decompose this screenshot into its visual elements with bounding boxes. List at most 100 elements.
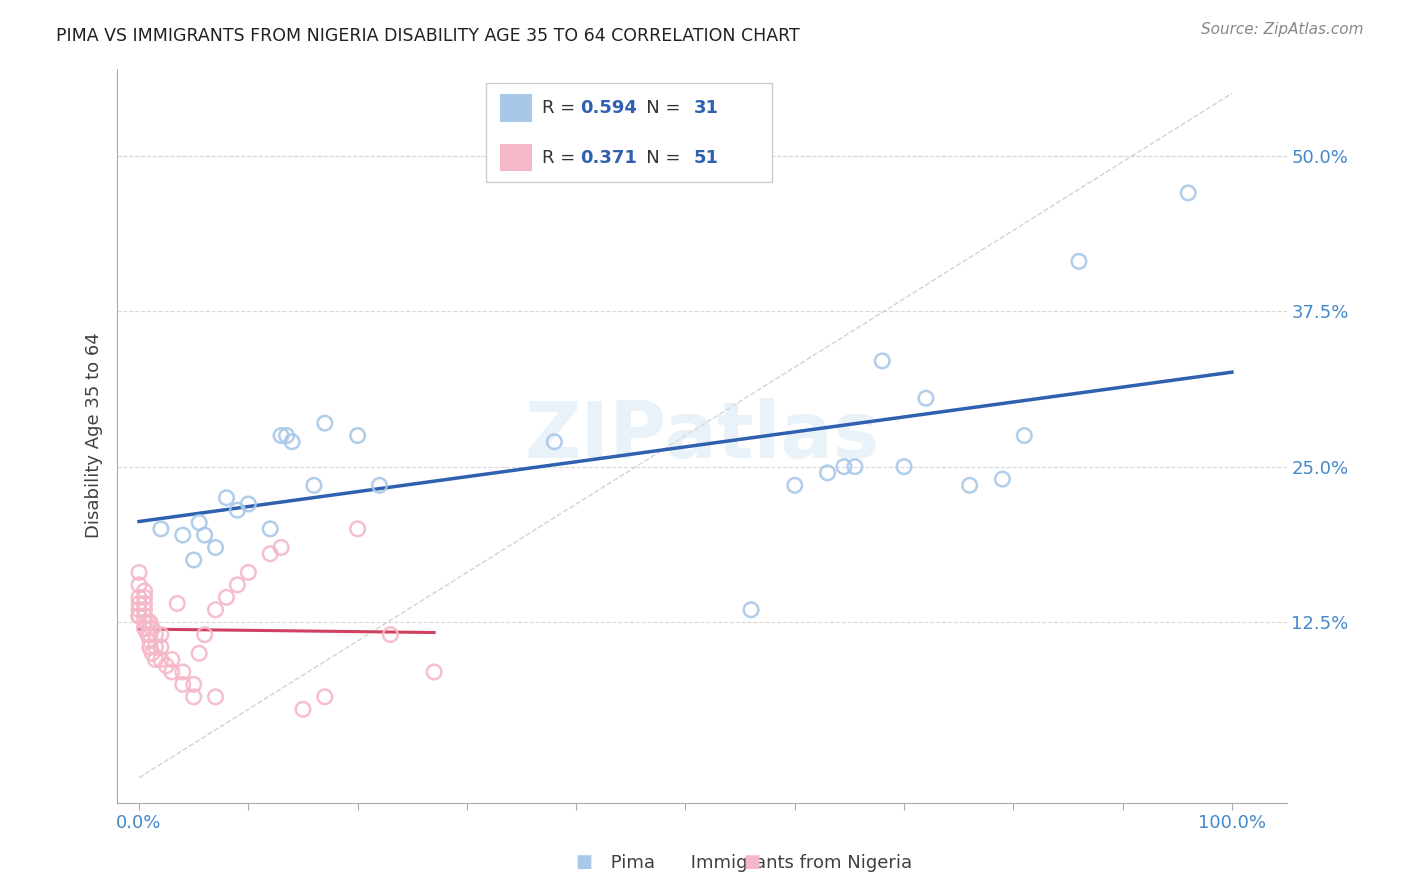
Point xyxy=(1067,254,1090,268)
Point xyxy=(134,603,156,617)
Point xyxy=(160,665,183,679)
Text: Pima: Pima xyxy=(582,855,655,872)
Text: 0.371: 0.371 xyxy=(581,149,637,167)
Point xyxy=(149,640,172,654)
Point xyxy=(128,603,150,617)
Point xyxy=(166,597,188,611)
Point xyxy=(134,584,156,599)
Text: R =: R = xyxy=(541,149,581,167)
Point xyxy=(172,528,194,542)
Point xyxy=(194,528,217,542)
Point xyxy=(1177,186,1199,200)
Point xyxy=(215,591,238,605)
Text: ■: ■ xyxy=(744,853,761,871)
Text: N =: N = xyxy=(630,99,686,117)
Point xyxy=(194,627,217,641)
Point xyxy=(291,702,314,716)
Point xyxy=(844,459,866,474)
Point xyxy=(270,541,292,555)
Point xyxy=(991,472,1014,486)
Point xyxy=(134,591,156,605)
Point xyxy=(238,497,260,511)
Text: ■: ■ xyxy=(575,853,592,871)
Text: PIMA VS IMMIGRANTS FROM NIGERIA DISABILITY AGE 35 TO 64 CORRELATION CHART: PIMA VS IMMIGRANTS FROM NIGERIA DISABILI… xyxy=(56,27,800,45)
Point xyxy=(238,566,260,580)
Point xyxy=(139,615,162,630)
Point xyxy=(183,690,205,704)
Point xyxy=(346,428,368,442)
Point xyxy=(134,609,156,624)
Point xyxy=(128,609,150,624)
Point xyxy=(128,591,150,605)
Point xyxy=(346,522,368,536)
Point xyxy=(893,459,915,474)
Point xyxy=(141,646,163,660)
Point xyxy=(423,665,446,679)
Point xyxy=(259,522,281,536)
Point xyxy=(380,627,402,641)
Point xyxy=(139,633,162,648)
Point xyxy=(1014,428,1036,442)
FancyBboxPatch shape xyxy=(499,144,533,171)
Point xyxy=(141,621,163,635)
Point xyxy=(160,652,183,666)
Point xyxy=(270,428,292,442)
Point xyxy=(188,516,211,530)
Point xyxy=(204,541,226,555)
Point xyxy=(136,627,159,641)
Point xyxy=(134,615,156,630)
Text: R =: R = xyxy=(541,99,581,117)
Point xyxy=(915,391,938,405)
FancyBboxPatch shape xyxy=(485,83,772,182)
Point xyxy=(183,677,205,691)
Text: Source: ZipAtlas.com: Source: ZipAtlas.com xyxy=(1201,22,1364,37)
Point xyxy=(314,416,336,430)
Point xyxy=(128,566,150,580)
Point xyxy=(368,478,391,492)
Point xyxy=(276,428,298,442)
Point xyxy=(139,640,162,654)
Point xyxy=(740,603,762,617)
Text: 31: 31 xyxy=(693,99,718,117)
Point xyxy=(145,627,167,641)
Point xyxy=(145,652,167,666)
Point xyxy=(136,615,159,630)
Point xyxy=(543,434,565,449)
Point xyxy=(134,621,156,635)
Text: ZIPatlas: ZIPatlas xyxy=(524,398,879,474)
Point xyxy=(817,466,839,480)
FancyBboxPatch shape xyxy=(499,95,533,121)
Point xyxy=(172,665,194,679)
Point xyxy=(259,547,281,561)
Point xyxy=(204,690,226,704)
Point xyxy=(226,503,249,517)
Point xyxy=(204,603,226,617)
Point xyxy=(215,491,238,505)
Point xyxy=(226,578,249,592)
Point xyxy=(783,478,806,492)
Point xyxy=(128,578,150,592)
Text: 51: 51 xyxy=(693,149,718,167)
Text: N =: N = xyxy=(630,149,686,167)
Point xyxy=(149,627,172,641)
Point xyxy=(149,522,172,536)
Point xyxy=(183,553,205,567)
Text: Immigrants from Nigeria: Immigrants from Nigeria xyxy=(662,855,912,872)
Y-axis label: Disability Age 35 to 64: Disability Age 35 to 64 xyxy=(86,333,103,539)
Point xyxy=(149,652,172,666)
Point xyxy=(128,609,150,624)
Point xyxy=(139,640,162,654)
Point xyxy=(959,478,981,492)
Point xyxy=(134,597,156,611)
Point xyxy=(172,677,194,691)
Point xyxy=(139,627,162,641)
Point xyxy=(128,597,150,611)
Point xyxy=(188,646,211,660)
Point xyxy=(832,459,855,474)
Point xyxy=(314,690,336,704)
Text: 0.594: 0.594 xyxy=(581,99,637,117)
Point xyxy=(870,354,893,368)
Point xyxy=(281,434,304,449)
Point xyxy=(145,640,167,654)
Point xyxy=(155,658,177,673)
